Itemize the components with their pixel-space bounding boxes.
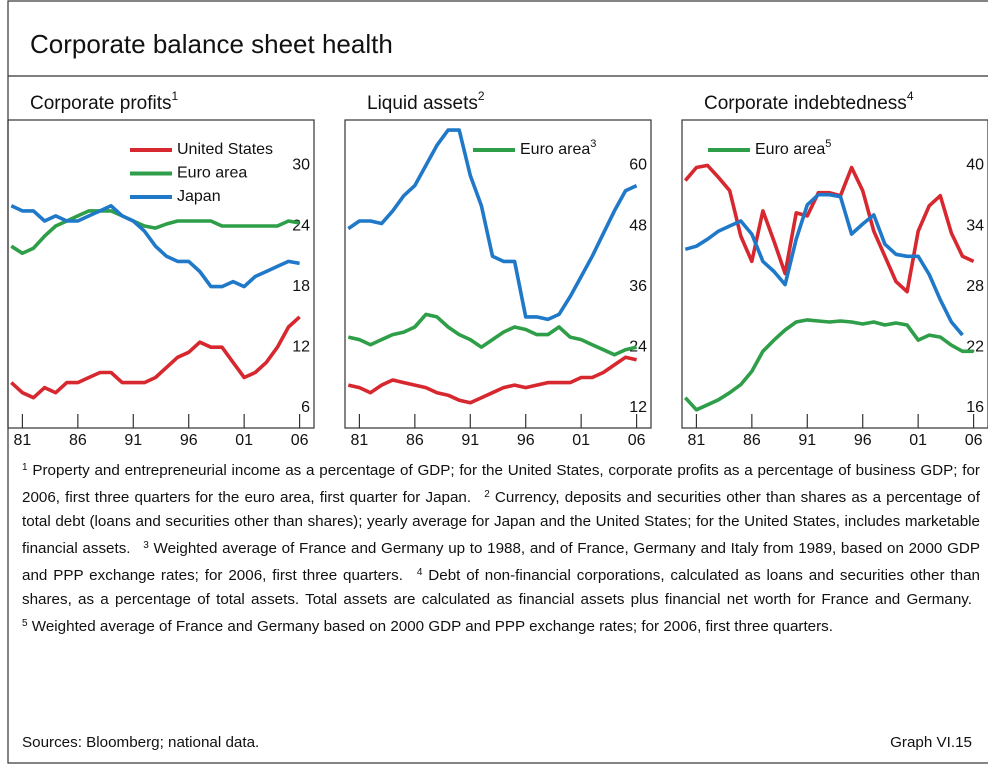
legend-label: Euro area5 (755, 138, 831, 158)
graph-title: Corporate balance sheet health (30, 29, 393, 59)
legend-label: Euro area3 (520, 138, 596, 158)
legend-name: Euro area (177, 165, 247, 182)
panel-title: Corporate profits1 (30, 89, 179, 114)
x-tick-label: 81 (14, 432, 32, 449)
footnote-mark: 2 (484, 489, 490, 500)
x-tick-label: 01 (572, 432, 590, 449)
footnote-text: Weighted average of France and Germany b… (31, 618, 833, 635)
x-tick-label: 91 (461, 432, 479, 449)
footnote-mark: 1 (22, 462, 28, 473)
y-tick-label: 12 (292, 338, 310, 355)
legend-name: Japan (177, 188, 221, 205)
x-tick-label: 86 (406, 432, 424, 449)
plot-box (344, 119, 652, 429)
legend-label: Euro area (177, 165, 247, 182)
panel-title-text: Corporate profits (30, 93, 172, 114)
panel-title-note: 2 (478, 89, 485, 103)
footnote-mark: 4 (416, 567, 423, 578)
y-tick-label: 36 (629, 278, 647, 295)
legend-name: United States (177, 141, 273, 158)
y-tick-label: 6 (301, 399, 310, 416)
x-tick-label: 86 (743, 432, 761, 449)
y-tick-label: 34 (966, 217, 984, 234)
x-tick-label: 06 (628, 432, 646, 449)
x-tick-label: 96 (180, 432, 198, 449)
y-tick-label: 28 (966, 278, 984, 295)
panel-title-note: 4 (907, 89, 914, 103)
y-tick-label: 18 (292, 278, 310, 295)
footnote-mark: 5 (22, 618, 28, 629)
series-line (347, 312, 637, 357)
panel-title-text: Corporate indebtedness (704, 93, 907, 114)
panel-title-text: Liquid assets (367, 93, 478, 114)
legend-label: Japan (177, 188, 221, 205)
footnote: 5 Weighted average of France and Germany… (22, 618, 833, 635)
legend-name: Euro area (755, 141, 825, 158)
x-tick-label: 86 (69, 432, 87, 449)
panel-title: Liquid assets2 (367, 89, 485, 114)
y-tick-label: 40 (966, 157, 984, 174)
x-tick-label: 01 (235, 432, 253, 449)
footnotes: 1 Property and entrepreneurial income as… (22, 456, 980, 639)
x-tick-label: 91 (124, 432, 142, 449)
series-line (10, 209, 300, 256)
x-tick-label: 96 (517, 432, 535, 449)
y-tick-label: 30 (292, 157, 310, 174)
series-line (347, 355, 637, 405)
y-tick-label: 24 (292, 217, 310, 234)
frame (7, 0, 988, 764)
footnote: 1 Property and entrepreneurial income as… (22, 462, 980, 506)
footnote-text: Debt of non-financial corporations, calc… (22, 567, 980, 608)
y-tick-label: 16 (966, 399, 984, 416)
sources: Sources: Bloomberg; national data. (22, 734, 260, 751)
series-line (683, 163, 975, 294)
footnote-text: Weighted average of France and Germany u… (22, 540, 980, 584)
plot-box (7, 119, 315, 429)
x-tick-label: 81 (688, 432, 706, 449)
legend-note: 3 (590, 138, 596, 150)
series-line (684, 192, 964, 337)
plot-box (681, 119, 988, 429)
legend-name: Euro area (520, 141, 590, 158)
footnote: 3 Weighted average of France and Germany… (22, 540, 980, 584)
x-tick-label: 06 (965, 432, 983, 449)
y-tick-label: 48 (629, 217, 647, 234)
y-tick-label: 60 (629, 157, 647, 174)
panel-title-note: 1 (172, 89, 179, 103)
series-line (10, 204, 300, 289)
footnote: 2 Currency, deposits and securities othe… (22, 489, 980, 557)
x-tick-label: 96 (854, 432, 872, 449)
series-line (347, 128, 638, 322)
legend-note: 5 (825, 138, 831, 150)
y-tick-label: 12 (629, 399, 647, 416)
x-tick-label: 81 (351, 432, 369, 449)
series-line (683, 318, 974, 412)
footnote-text: Currency, deposits and securities other … (22, 489, 980, 557)
panel-title: Corporate indebtedness4 (704, 89, 914, 114)
footnote-mark: 3 (143, 540, 149, 551)
y-tick-label: 24 (629, 338, 647, 355)
footnote: 4 Debt of non-financial corporations, ca… (22, 567, 980, 608)
graph-label: Graph VI.15 (890, 734, 972, 751)
x-tick-label: 01 (909, 432, 927, 449)
x-tick-label: 06 (291, 432, 309, 449)
footnote-text: Property and entrepreneurial income as a… (22, 462, 980, 506)
legend-label: United States (177, 141, 273, 158)
x-tick-label: 91 (798, 432, 816, 449)
series-line (10, 315, 301, 400)
